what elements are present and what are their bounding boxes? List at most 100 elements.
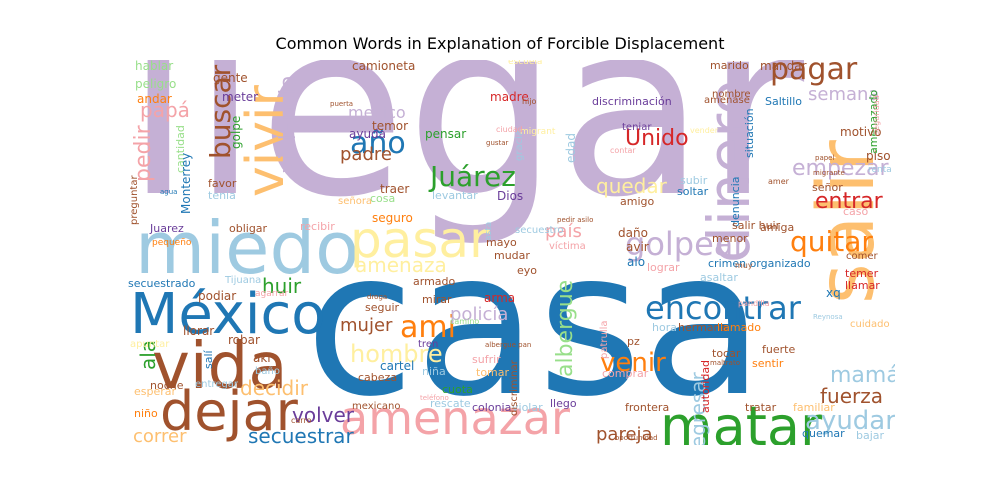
cloud-word: daño: [618, 226, 648, 240]
cloud-word: llamar: [845, 279, 880, 292]
cloud-word: favor: [208, 177, 237, 190]
cloud-word: maltrato: [710, 359, 740, 367]
word-cloud: llegarcasafamiliamuertevivirdinerosalirm…: [125, 60, 895, 445]
cloud-word: mayo: [486, 236, 517, 249]
cloud-word: sentir: [752, 357, 784, 370]
cloud-word: hablar: [135, 60, 174, 73]
cloud-word: quemar: [802, 427, 845, 440]
cloud-word: policía: [450, 304, 509, 325]
cloud-word: miedo: [135, 206, 360, 290]
cloud-word: edad: [564, 133, 578, 163]
cloud-word: motivo: [840, 125, 882, 139]
cloud-word: alo: [627, 255, 646, 269]
cloud-word: piso: [866, 149, 891, 163]
cloud-word: decidir: [240, 376, 309, 400]
cloud-word: año: [350, 126, 406, 161]
cloud-word: golpear: [625, 225, 747, 263]
cloud-word: agarrar: [255, 289, 289, 299]
cloud-word: rescate: [430, 397, 471, 410]
cloud-word: pedir asilo: [557, 216, 594, 224]
cloud-word: esperar: [134, 385, 177, 398]
cloud-word: gente: [213, 71, 248, 85]
cloud-word: muerte: [470, 60, 689, 61]
cloud-word: mexico: [348, 103, 406, 122]
cloud-word: droga: [367, 293, 388, 301]
cloud-word: México: [130, 282, 326, 347]
cloud-word: patrulla: [599, 320, 610, 359]
cloud-word: pandilla: [738, 299, 770, 308]
cloud-word: migrant: [520, 127, 556, 137]
cloud-word: migrante: [813, 169, 845, 177]
cloud-word: secuestrar: [248, 424, 354, 445]
cloud-word: vida: [152, 330, 288, 404]
cloud-word: pareja: [596, 424, 653, 445]
chart-title: Common Words in Explanation of Forcible …: [275, 34, 725, 53]
cloud-word: padre: [340, 144, 392, 165]
cloud-word: amigo: [620, 195, 655, 208]
cloud-word: bajar: [856, 429, 885, 442]
cloud-word: ami: [400, 310, 456, 345]
cloud-word: avir: [626, 240, 649, 254]
cloud-word: armado: [413, 275, 456, 288]
cloud-word: hermana: [678, 321, 728, 334]
cloud-word: hijo: [522, 97, 537, 106]
cloud-word: Saltillo: [765, 95, 802, 108]
cloud-word: ciudad: [496, 125, 523, 134]
cloud-word: pagar: [770, 60, 858, 87]
cloud-word: pedir: [131, 125, 156, 182]
cloud-word: madre: [490, 90, 529, 104]
cloud-word: discriminar: [509, 360, 520, 416]
cloud-word: camioneta: [352, 60, 416, 73]
cloud-word: mexicano: [352, 401, 401, 412]
cloud-word: contar: [610, 146, 636, 155]
cloud-word: cuota: [442, 383, 473, 396]
cloud-word: puerta: [330, 100, 354, 108]
cloud-word: secuestrado: [128, 277, 196, 290]
cloud-word: Unido: [625, 126, 689, 151]
cloud-word: soltar: [677, 185, 709, 198]
cloud-word: venir: [600, 348, 666, 378]
cloud-word: mirar: [422, 293, 452, 306]
cloud-word: cartel: [380, 359, 415, 373]
cloud-word: mandar: [760, 60, 807, 73]
cloud-word: arma: [484, 291, 516, 305]
cloud-word: recibir: [300, 220, 335, 233]
cloud-word: tenia: [208, 189, 236, 202]
cloud-word: sufrir: [472, 353, 501, 366]
cloud-word: podiar: [198, 289, 237, 303]
cloud-word: seguro: [372, 211, 413, 225]
cloud-word: amenazar: [340, 391, 570, 445]
cloud-word: pasar: [350, 211, 490, 269]
cloud-word: tratar: [745, 401, 777, 414]
cloud-word: llamado: [717, 321, 762, 334]
cloud-word: niño: [134, 407, 158, 420]
cloud-word: asaltar: [700, 271, 738, 284]
cloud-word: seguir: [365, 301, 400, 314]
cloud-word: Dios: [497, 189, 524, 203]
cloud-word: casa: [305, 208, 765, 441]
cloud-word: marido: [710, 60, 749, 72]
cloud-word: violencia: [276, 75, 301, 173]
cloud-word: huir: [262, 274, 302, 298]
cloud-word: salir huir: [732, 219, 781, 232]
cloud-word: situación: [743, 108, 756, 158]
cloud-word: noche: [150, 379, 184, 392]
cloud-word: baño: [255, 366, 280, 377]
cloud-word: frontera: [625, 401, 670, 414]
cloud-word: cosa: [370, 192, 396, 205]
cloud-word: robar: [228, 333, 260, 347]
cloud-word: familiar: [793, 401, 835, 414]
cloud-word: Juarez: [150, 222, 184, 235]
cloud-word: asta: [484, 221, 494, 241]
cloud-word: entrar: [815, 189, 883, 214]
cloud-word: salí: [202, 350, 215, 369]
cloud-word: mujer: [340, 315, 393, 336]
cloud-word: papel: [815, 154, 835, 162]
cloud-word: vender: [690, 126, 719, 135]
cloud-word: preguntar: [129, 175, 140, 225]
cloud-word: mamá: [830, 363, 895, 388]
cloud-word: semana: [808, 84, 880, 105]
cloud-word: apuntar: [130, 339, 170, 350]
cloud-word: albergue: [553, 279, 578, 377]
